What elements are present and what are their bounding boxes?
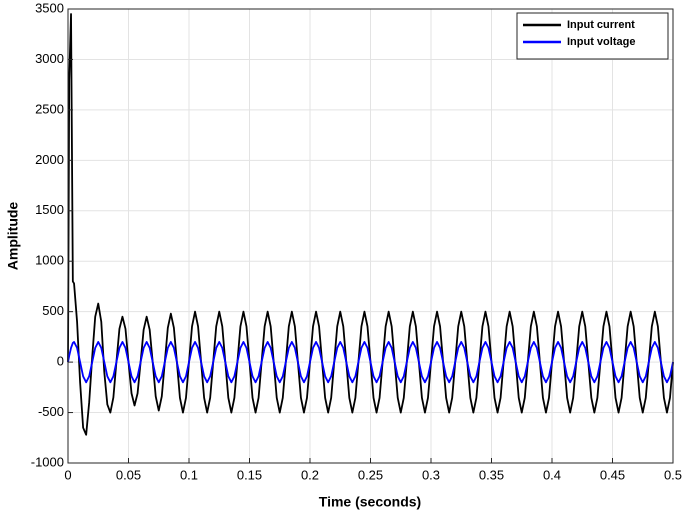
legend: Input current Input voltage: [516, 12, 669, 60]
x-tick-label: 0: [64, 467, 71, 482]
x-axis-label: Time (seconds): [319, 494, 421, 510]
y-tick-label: 1000: [35, 253, 64, 268]
x-tick-label: 0.4: [543, 467, 561, 482]
x-tick-label: 0.35: [479, 467, 504, 482]
series-line: [67, 13, 674, 436]
legend-box: [516, 12, 669, 60]
y-tick-label: 2500: [35, 101, 64, 116]
x-tick-label: 0.5: [664, 467, 682, 482]
y-axis-label: Amplitude: [5, 202, 21, 271]
tick-labels: -1000 -500 0 500 1000 1500 2000 2500 3000 3500 0 0.…: [31, 0, 682, 482]
x-tick-label: 0.25: [358, 467, 383, 482]
y-tick-label: 500: [42, 303, 64, 318]
x-tick-label: 0.2: [301, 467, 319, 482]
y-tick-label: 0: [57, 354, 64, 369]
x-tick-label: 0.05: [116, 467, 141, 482]
series-line: [67, 341, 674, 384]
y-tick-label: 3500: [35, 0, 64, 15]
legend-label: Input current: [567, 19, 635, 31]
y-tick-label: 1500: [35, 202, 64, 217]
x-tick-label: 0.1: [180, 467, 198, 482]
legend-label: Input voltage: [567, 36, 635, 48]
x-tick-label: 0.3: [422, 467, 440, 482]
y-tick-label: 2000: [35, 152, 64, 167]
x-tick-label: 0.45: [600, 467, 625, 482]
y-tick-label: -500: [38, 404, 64, 419]
x-tick-label: 0.15: [237, 467, 262, 482]
lines: [67, 13, 674, 436]
y-tick-label: 3000: [35, 51, 64, 66]
y-tick-label: -1000: [31, 454, 64, 469]
grid: [67, 8, 674, 464]
